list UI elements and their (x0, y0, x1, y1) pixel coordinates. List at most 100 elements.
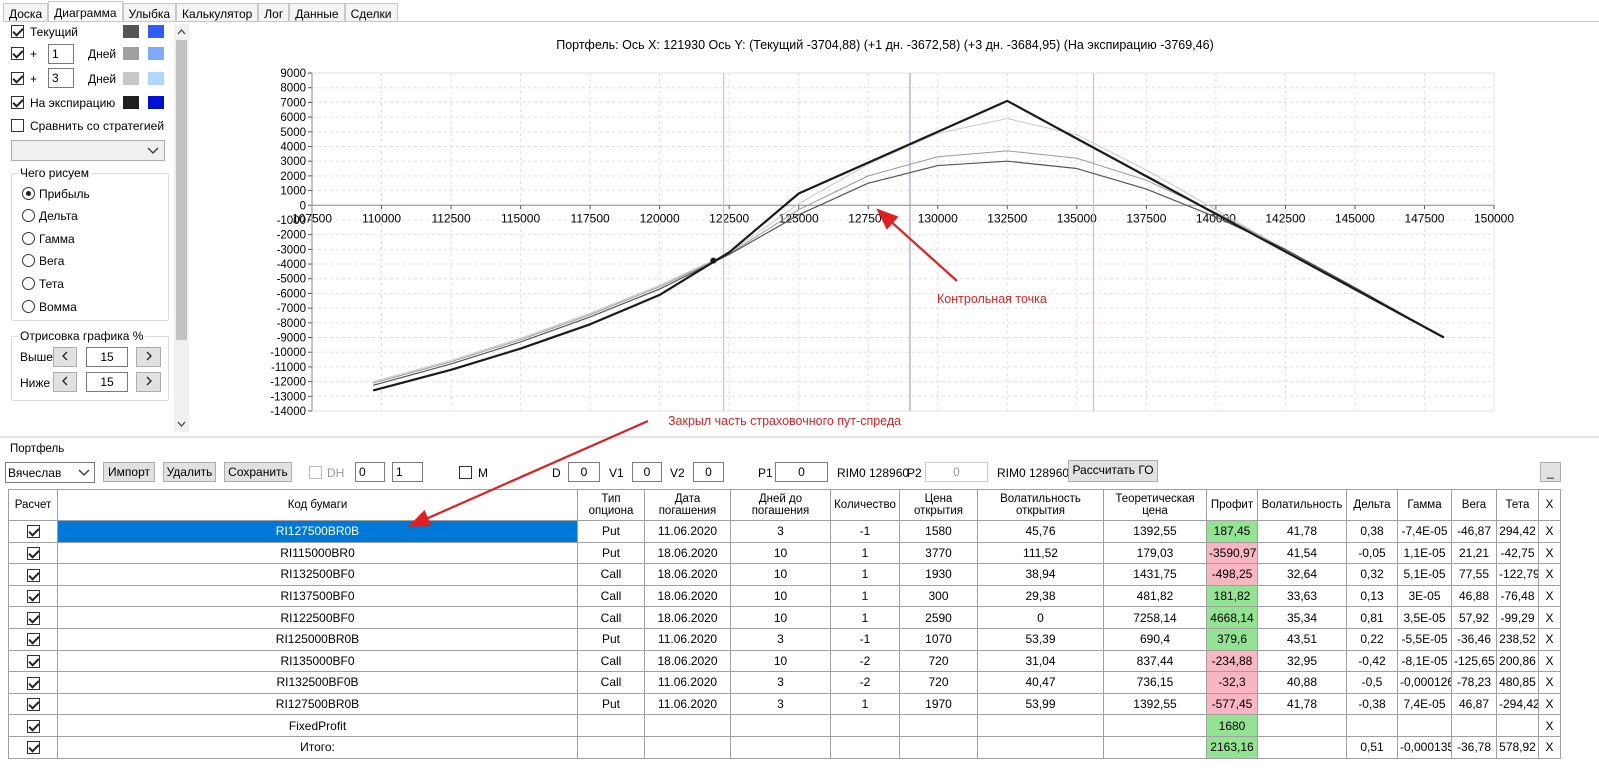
swatch[interactable] (148, 25, 164, 38)
checkbox[interactable] (459, 466, 472, 479)
tab[interactable]: Улыбка (122, 3, 177, 22)
above-input[interactable]: 15 (86, 347, 128, 367)
checkbox[interactable] (26, 719, 40, 733)
table-row[interactable]: RI137500BF0 Call 18.06.2020 10 1 300 29,38 481,… (8, 584, 1561, 608)
swatch[interactable] (123, 72, 139, 85)
save-button[interactable]: Сохранить (224, 462, 292, 482)
remove-button[interactable]: X (1538, 714, 1561, 737)
column-header[interactable]: Дней до погашения (730, 489, 831, 521)
remove-button[interactable]: X (1538, 671, 1561, 694)
radio[interactable] (22, 277, 35, 290)
increase-button[interactable] (136, 347, 161, 367)
remove-button[interactable]: X (1538, 735, 1561, 759)
p2-input[interactable]: 0 (925, 462, 988, 482)
remove-button[interactable]: X (1538, 606, 1561, 629)
column-header[interactable]: Код бумаги (57, 489, 578, 521)
radio[interactable] (22, 209, 35, 222)
tab[interactable]: Диаграмма (48, 1, 123, 22)
checkbox[interactable] (26, 633, 40, 647)
table-row[interactable]: Итого: 2163,16 0,51 -0,000135 -36,78 578,92 X (8, 735, 1561, 759)
days-input[interactable]: 1 (48, 44, 74, 64)
column-header[interactable]: Дельта (1346, 489, 1398, 521)
checkbox[interactable] (11, 119, 24, 132)
tab[interactable]: Сделки (344, 3, 398, 22)
splitter[interactable] (0, 436, 1599, 438)
swatch[interactable] (123, 25, 139, 38)
table-row[interactable]: RI127500BR0B Put 11.06.2020 3 1 1970 53,99 1392… (8, 692, 1561, 716)
checkbox[interactable] (26, 655, 40, 669)
column-header[interactable]: Волатильность (1257, 489, 1347, 521)
column-header[interactable]: Профит (1206, 489, 1258, 521)
radio[interactable] (22, 232, 35, 245)
remove-button[interactable]: X (1538, 649, 1561, 673)
checkbox[interactable] (26, 611, 40, 625)
radio[interactable] (22, 187, 35, 200)
p1-input[interactable]: 0 (775, 462, 828, 482)
remove-button[interactable]: X (1538, 584, 1561, 608)
remove-button[interactable]: X (1538, 692, 1561, 716)
swatch[interactable] (148, 72, 164, 85)
days-input[interactable]: 3 (48, 68, 74, 88)
swatch[interactable] (148, 96, 164, 109)
tab[interactable]: Доска (3, 3, 49, 22)
table-row[interactable]: FixedProfit 1680 X (8, 714, 1561, 737)
increase-button[interactable] (136, 372, 161, 392)
checkbox[interactable] (26, 741, 40, 755)
spin-input[interactable]: 1 (392, 462, 423, 482)
remove-button[interactable]: X (1538, 520, 1561, 543)
remove-button[interactable]: X (1538, 627, 1561, 651)
tab[interactable]: Лог (258, 3, 290, 22)
delete-button[interactable]: Удалить (163, 462, 216, 482)
column-header[interactable]: Количество (830, 489, 900, 521)
checkbox[interactable] (26, 525, 40, 539)
column-header[interactable]: X (1538, 489, 1561, 521)
account-dropdown[interactable]: Вячеслав (5, 462, 95, 483)
remove-button[interactable]: X (1538, 563, 1561, 586)
remove-button[interactable]: X (1538, 541, 1561, 565)
calc-button[interactable]: Рассчитать ГО (1068, 460, 1158, 482)
minimize-button[interactable]: _ (1540, 462, 1561, 482)
checkbox[interactable] (11, 96, 24, 109)
table-row[interactable]: RI132500BF0 Call 18.06.2020 10 1 1930 38,94 143… (8, 563, 1561, 586)
column-header[interactable]: Тета (1496, 489, 1539, 521)
column-header[interactable]: Теоретическая цена (1103, 489, 1207, 521)
import-button[interactable]: Импорт (103, 462, 155, 482)
checkbox[interactable] (26, 698, 40, 712)
column-header[interactable]: Волатильность открытия (977, 489, 1104, 521)
checkbox[interactable] (26, 676, 40, 690)
table-row[interactable]: RI125000BR0B Put 11.06.2020 3 -1 1070 53,39 690… (8, 627, 1561, 651)
column-header[interactable]: Дата погашения (644, 489, 731, 521)
table-row[interactable]: RI122500BF0 Call 18.06.2020 10 1 2590 0 7258,14… (8, 606, 1561, 629)
column-header[interactable]: Цена открытия (899, 489, 978, 521)
checkbox[interactable] (26, 568, 40, 582)
decrease-button[interactable] (53, 372, 77, 392)
v2-input[interactable]: 0 (693, 462, 724, 482)
checkbox[interactable] (309, 466, 322, 479)
strategy-dropdown[interactable] (11, 140, 165, 161)
checkbox[interactable] (11, 72, 24, 85)
scrollbar[interactable] (174, 24, 189, 432)
spin-input[interactable]: 0 (355, 462, 385, 482)
column-header[interactable]: Тип опциона (577, 489, 645, 521)
tab[interactable]: Калькулятор (176, 3, 259, 22)
table-row[interactable]: RI135000BF0 Call 18.06.2020 10 -2 720 31,04 837… (8, 649, 1561, 673)
column-header[interactable]: Расчет (8, 489, 58, 521)
swatch[interactable] (123, 47, 139, 60)
column-header[interactable]: Вега (1451, 489, 1497, 521)
swatch[interactable] (148, 47, 164, 60)
radio[interactable] (22, 254, 35, 267)
checkbox[interactable] (26, 590, 40, 604)
checkbox[interactable] (11, 25, 24, 38)
column-header[interactable]: Гамма (1397, 489, 1452, 521)
table-row[interactable]: RI115000BR0 Put 18.06.2020 10 1 3770 111,52 179… (8, 541, 1561, 565)
table-row[interactable]: RI132500BF0B Call 11.06.2020 3 -2 720 40,47 736… (8, 671, 1561, 694)
checkbox[interactable] (26, 547, 40, 561)
decrease-button[interactable] (53, 347, 77, 367)
below-input[interactable]: 15 (86, 372, 128, 392)
checkbox[interactable] (11, 47, 24, 60)
d-input[interactable]: 0 (568, 462, 600, 482)
v1-input[interactable]: 0 (632, 462, 662, 482)
table-row[interactable]: RI127500BR0B Put 11.06.2020 3 -1 1580 45,76 139… (8, 520, 1561, 543)
tab[interactable]: Данные (289, 3, 345, 22)
swatch[interactable] (123, 96, 139, 109)
